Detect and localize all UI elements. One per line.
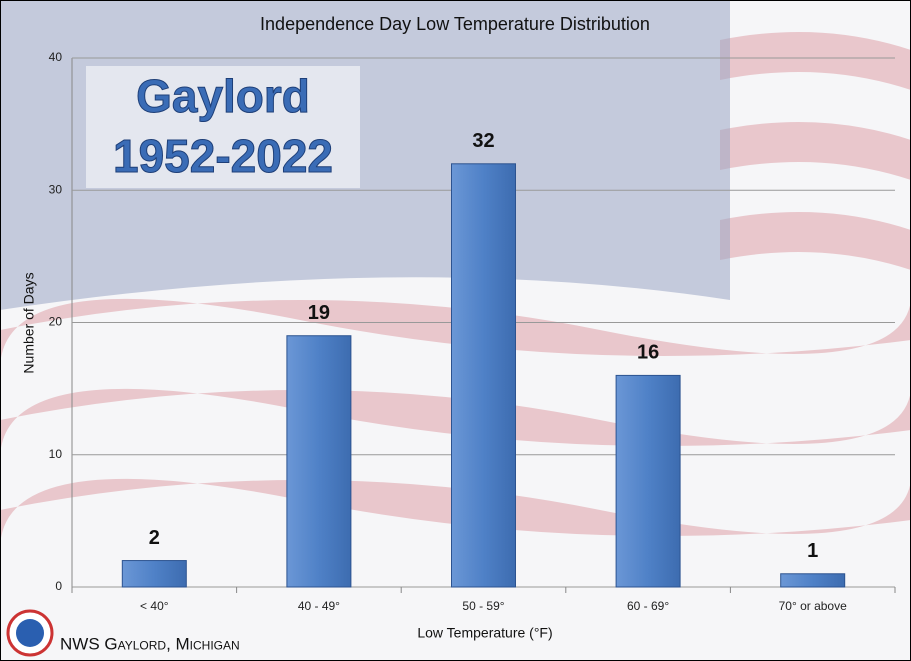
y-tick-label: 10 xyxy=(49,447,63,461)
annotation-box xyxy=(86,66,360,188)
data-label: 32 xyxy=(472,130,494,152)
y-axis-label: Number of Days xyxy=(21,272,37,373)
x-tick-label: 50 - 59° xyxy=(462,599,504,613)
y-tick-label: 40 xyxy=(49,50,63,64)
chart-title: Independence Day Low Temperature Distrib… xyxy=(260,14,650,34)
y-tick-label: 0 xyxy=(55,579,62,593)
bar xyxy=(451,163,516,588)
x-axis-label: Low Temperature (°F) xyxy=(417,625,552,641)
x-tick-label: 60 - 69° xyxy=(627,599,669,613)
annotation: 1952-2022 xyxy=(113,130,333,182)
y-tick-label: 30 xyxy=(49,182,63,196)
bar xyxy=(615,374,681,588)
bar xyxy=(286,335,352,588)
annotation: Gaylord xyxy=(136,70,310,122)
x-tick-label: 40 - 49° xyxy=(298,599,340,613)
y-tick-label: 20 xyxy=(49,315,63,329)
x-tick-label: < 40° xyxy=(140,599,169,613)
bar xyxy=(780,573,846,588)
x-tick-label: 70° or above xyxy=(779,599,848,613)
data-label: 2 xyxy=(149,527,160,549)
bar xyxy=(121,560,187,588)
nws-logo xyxy=(6,609,54,657)
footer: NWS Gaylord, Michigan xyxy=(60,634,240,653)
data-label: 1 xyxy=(807,540,818,562)
data-label: 16 xyxy=(637,342,659,364)
data-label: 19 xyxy=(308,302,330,324)
